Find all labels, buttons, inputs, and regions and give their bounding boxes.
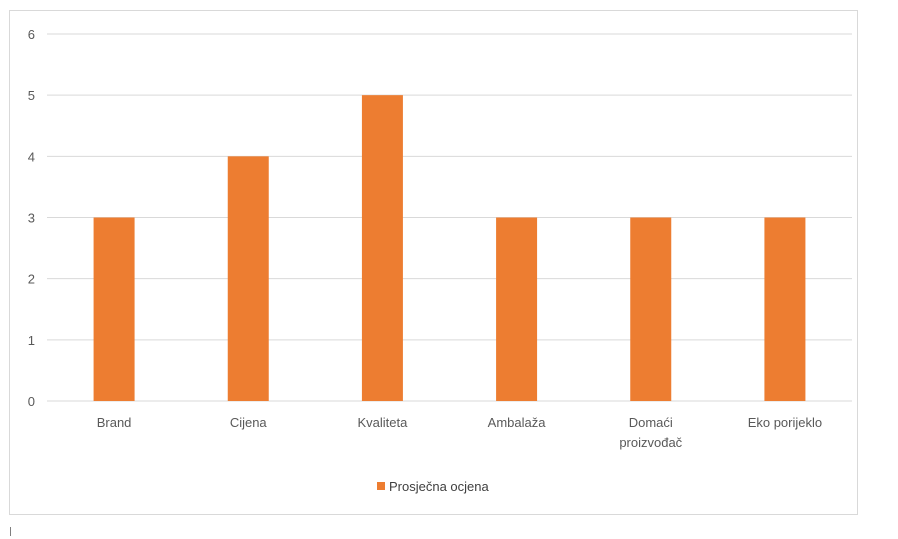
legend: Prosječna ocjena — [377, 479, 489, 494]
x-tick-label: Eko porijeklo — [748, 415, 822, 430]
x-tick-label: Brand — [97, 415, 132, 430]
y-tick-label: 2 — [28, 272, 35, 287]
bar-chart: 0 1 2 3 4 5 6 Brand Cijena Kvaliteta Ambalaža Doma… — [28, 27, 852, 494]
bar-brand — [93, 217, 135, 401]
bar-cijena — [227, 156, 269, 401]
y-tick-label: 6 — [28, 27, 35, 42]
y-tick-label: 1 — [28, 333, 35, 348]
x-tick-label: Kvaliteta — [357, 415, 408, 430]
legend-swatch — [377, 482, 385, 490]
y-tick-label: 3 — [28, 211, 35, 226]
gridlines — [47, 33, 852, 402]
legend-label: Prosječna ocjena — [389, 479, 489, 494]
bar-eko-porijeklo — [764, 217, 806, 401]
bar-ambalaža — [496, 217, 538, 401]
y-tick-label: 0 — [28, 394, 35, 409]
bar-kvaliteta — [361, 95, 403, 402]
y-tick-label: 4 — [28, 149, 35, 164]
bar-domaći-proizvođač — [630, 217, 672, 401]
bars — [93, 95, 806, 402]
x-axis-ticks: Brand Cijena Kvaliteta Ambalaža Domaći proizv… — [97, 415, 822, 450]
x-tick-label: Ambalaža — [488, 415, 547, 430]
x-tick-label: Cijena — [230, 415, 268, 430]
y-tick-label: 5 — [28, 88, 35, 103]
x-tick-label: Domaći proizvođač — [619, 415, 682, 450]
text-cursor-mark — [10, 527, 11, 536]
y-axis-ticks: 0 1 2 3 4 5 6 — [28, 27, 35, 409]
chart-frame: 0 1 2 3 4 5 6 Brand Cijena Kvaliteta Ambalaža Doma… — [9, 10, 858, 515]
